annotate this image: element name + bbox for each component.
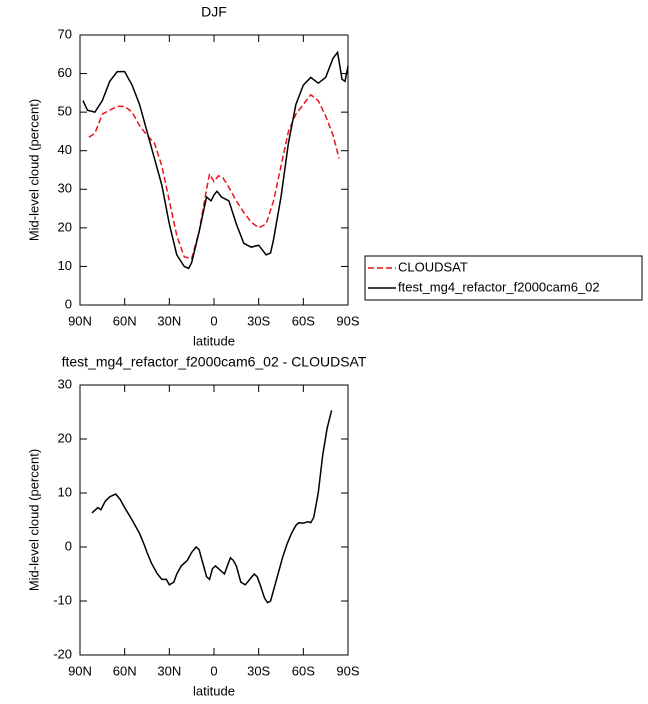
x-axis-label: latitude xyxy=(193,683,235,698)
y-tick-label: 0 xyxy=(65,296,72,311)
data-line xyxy=(91,410,333,604)
x-tick-label: 60S xyxy=(292,313,315,328)
legend-label: CLOUDSAT xyxy=(398,259,468,274)
y-tick-label: 60 xyxy=(58,65,72,80)
y-tick-label: 10 xyxy=(58,258,72,273)
chart-title: ftest_mg4_refactor_f2000cam6_02 - CLOUDS… xyxy=(62,354,367,370)
chart-title: DJF xyxy=(201,4,227,20)
legend: CLOUDSAT ftest_mg4_refactor_f2000cam6_02 xyxy=(364,255,643,301)
y-tick-label: -20 xyxy=(53,646,72,661)
plot-frame xyxy=(79,384,349,656)
x-tick-label: 90S xyxy=(336,313,359,328)
y-tick-label: 10 xyxy=(58,484,72,499)
x-tick-label: 0 xyxy=(210,663,217,678)
data-line xyxy=(82,50,349,270)
y-tick-label: 30 xyxy=(58,376,72,391)
x-tick-label: 30S xyxy=(247,313,270,328)
data-line xyxy=(88,93,340,260)
x-tick-label: 90N xyxy=(68,313,92,328)
x-tick-label: 60N xyxy=(113,663,137,678)
y-tick-label: 20 xyxy=(58,219,72,234)
y-tick-label: -10 xyxy=(53,592,72,607)
y-axis-label: Mid-level cloud (percent) xyxy=(26,99,41,241)
y-tick-label: 30 xyxy=(58,181,72,196)
y-tick-label: 40 xyxy=(58,142,72,157)
x-tick-label: 90S xyxy=(336,663,359,678)
x-tick-label: 30N xyxy=(157,313,181,328)
x-tick-label: 60S xyxy=(292,663,315,678)
plot-frame xyxy=(79,34,349,306)
legend-box xyxy=(364,255,643,301)
x-axis-label: latitude xyxy=(193,333,235,348)
y-axis-label: Mid-level cloud (percent) xyxy=(26,449,41,591)
y-tick-label: 20 xyxy=(58,430,72,445)
x-tick-label: 30N xyxy=(157,663,181,678)
x-tick-label: 30S xyxy=(247,663,270,678)
y-tick-label: 50 xyxy=(58,104,72,119)
y-tick-label: 0 xyxy=(65,538,72,553)
x-tick-label: 0 xyxy=(210,313,217,328)
x-tick-label: 60N xyxy=(113,313,137,328)
x-tick-label: 90N xyxy=(68,663,92,678)
legend-label: ftest_mg4_refactor_f2000cam6_02 xyxy=(398,279,600,294)
y-tick-label: 70 xyxy=(58,26,72,41)
